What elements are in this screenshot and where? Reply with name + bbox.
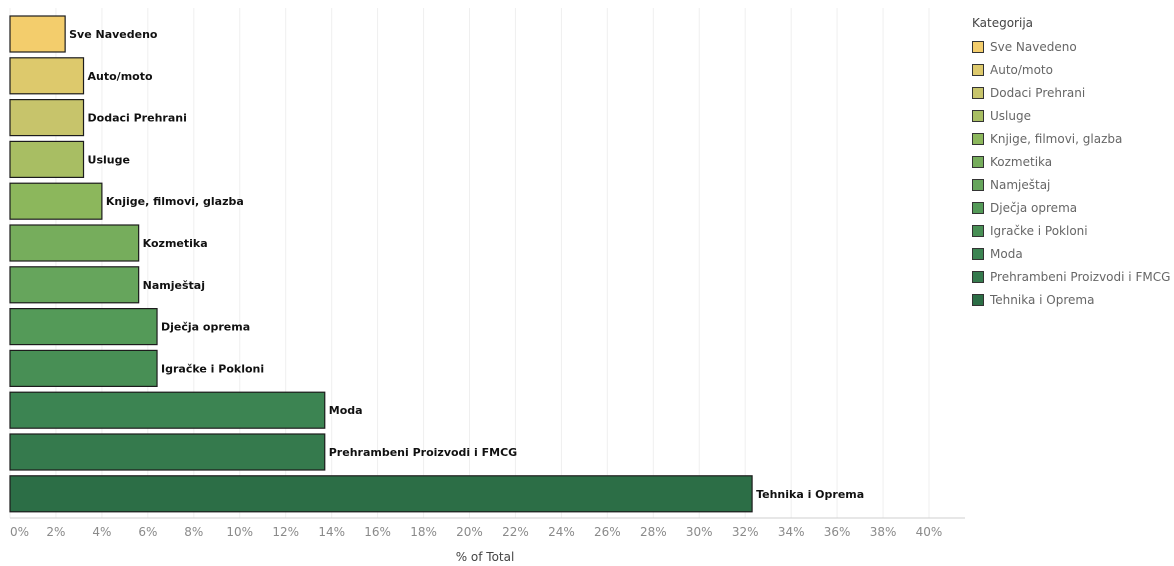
legend-label: Tehnika i Oprema [990,292,1095,307]
legend-item: Knjige, filmovi, glazba [972,127,1174,150]
legend-label: Dodaci Prehrani [990,85,1086,100]
legend-item: Auto/moto [972,58,1174,81]
bar [9,140,85,178]
x-tick-label: 32% [732,525,759,539]
bar [9,224,140,262]
legend-label: Prehrambeni Proizvodi i FMCG [990,269,1171,284]
x-tick-label: 34% [778,525,805,539]
legend-label: Igračke i Pokloni [990,223,1088,238]
bar [9,182,103,220]
bar-label: Usluge [88,153,130,166]
legend-swatch [972,178,984,191]
x-tick-label: 10% [226,525,253,539]
x-tick-label: 26% [594,525,621,539]
x-tick-label: 6% [138,525,157,539]
legend-swatch [972,63,984,76]
x-axis-ticks: 0% 2% 4% 6% 8% 10% 12% 14% 16% 18% 20% 22% 24% 26% 28%… [10,525,942,539]
x-tick-label: 18% [410,525,437,539]
legend-item: Dječja oprema [972,196,1174,219]
x-tick-label: 40% [916,525,943,539]
x-tick-label: 38% [870,525,897,539]
x-tick-label: 14% [318,525,345,539]
bar [9,308,158,346]
legend-label: Usluge [990,108,1031,123]
bar [9,391,326,429]
legend-swatch [972,201,984,214]
legend-item: Namještaj [972,173,1174,196]
bar-label: Namještaj [143,279,205,292]
bar [9,98,85,137]
legend-swatch [972,293,984,306]
bar-label: Igračke i Pokloni [161,362,264,375]
legend-item: Moda [972,242,1174,265]
x-tick-label: 36% [824,525,851,539]
x-tick-label: 4% [92,525,111,539]
legend-label: Dječja oprema [990,200,1078,215]
bar-label: Kozmetika [143,237,208,250]
legend-item: Tehnika i Oprema [972,288,1174,311]
legend-label: Namještaj [990,177,1051,192]
legend: Kategorija Sve Navedeno Auto/moto Dodaci P… [972,16,1174,311]
bar [9,433,326,471]
gridlines [9,8,930,518]
x-tick-label: 0% [10,525,29,539]
x-tick-label: 16% [364,525,391,539]
legend-swatch [972,40,984,53]
x-axis-title: % of Total [456,550,515,564]
bar [9,349,158,387]
x-tick-label: 24% [548,525,575,539]
legend-items: Sve Navedeno Auto/moto Dodaci Prehrani Uslu… [972,35,1174,311]
legend-label: Knjige, filmovi, glazba [990,131,1123,146]
legend-item: Kozmetika [972,150,1174,173]
bar-labels: Sve Navedeno Auto/moto Dodaci Prehrani Uslu… [69,28,864,501]
x-tick-label: 2% [46,525,65,539]
bar [9,15,66,53]
legend-label: Kozmetika [990,154,1053,169]
bar-label: Auto/moto [88,70,153,83]
legend-label: Sve Navedeno [990,39,1077,54]
legend-swatch [972,132,984,145]
x-tick-label: 28% [640,525,667,539]
bar-label: Tehnika i Oprema [756,488,864,501]
legend-swatch [972,247,984,260]
legend-item: Sve Navedeno [972,35,1174,58]
x-tick-label: 20% [456,525,483,539]
bar-label: Dječja oprema [161,321,250,334]
bar [9,475,753,513]
legend-item: Igračke i Pokloni [972,219,1174,242]
x-tick-label: 22% [502,525,529,539]
x-tick-label: 8% [184,525,203,539]
bar-label: Knjige, filmovi, glazba [106,195,244,208]
legend-item: Dodaci Prehrani [972,81,1174,104]
legend-item: Prehrambeni Proizvodi i FMCG [972,265,1174,288]
bar [9,57,85,95]
x-tick-label: 12% [272,525,299,539]
legend-label: Moda [990,246,1023,261]
legend-swatch [972,86,984,99]
bar-chart: Sve Navedeno Auto/moto Dodaci Prehrani Uslu… [9,8,965,564]
bar [9,266,140,304]
legend-swatch [972,224,984,237]
bar-label: Dodaci Prehrani [88,112,187,125]
bar-label: Sve Navedeno [69,28,158,41]
bar-label: Prehrambeni Proizvodi i FMCG [329,446,517,459]
legend-title: Kategorija [972,16,1034,30]
legend-swatch [972,270,984,283]
x-tick-label: 30% [686,525,713,539]
legend-swatch [972,155,984,168]
legend-label: Auto/moto [990,62,1053,77]
legend-item: Usluge [972,104,1174,127]
bar-label: Moda [329,404,363,417]
bars [9,15,753,513]
legend-swatch [972,109,984,122]
